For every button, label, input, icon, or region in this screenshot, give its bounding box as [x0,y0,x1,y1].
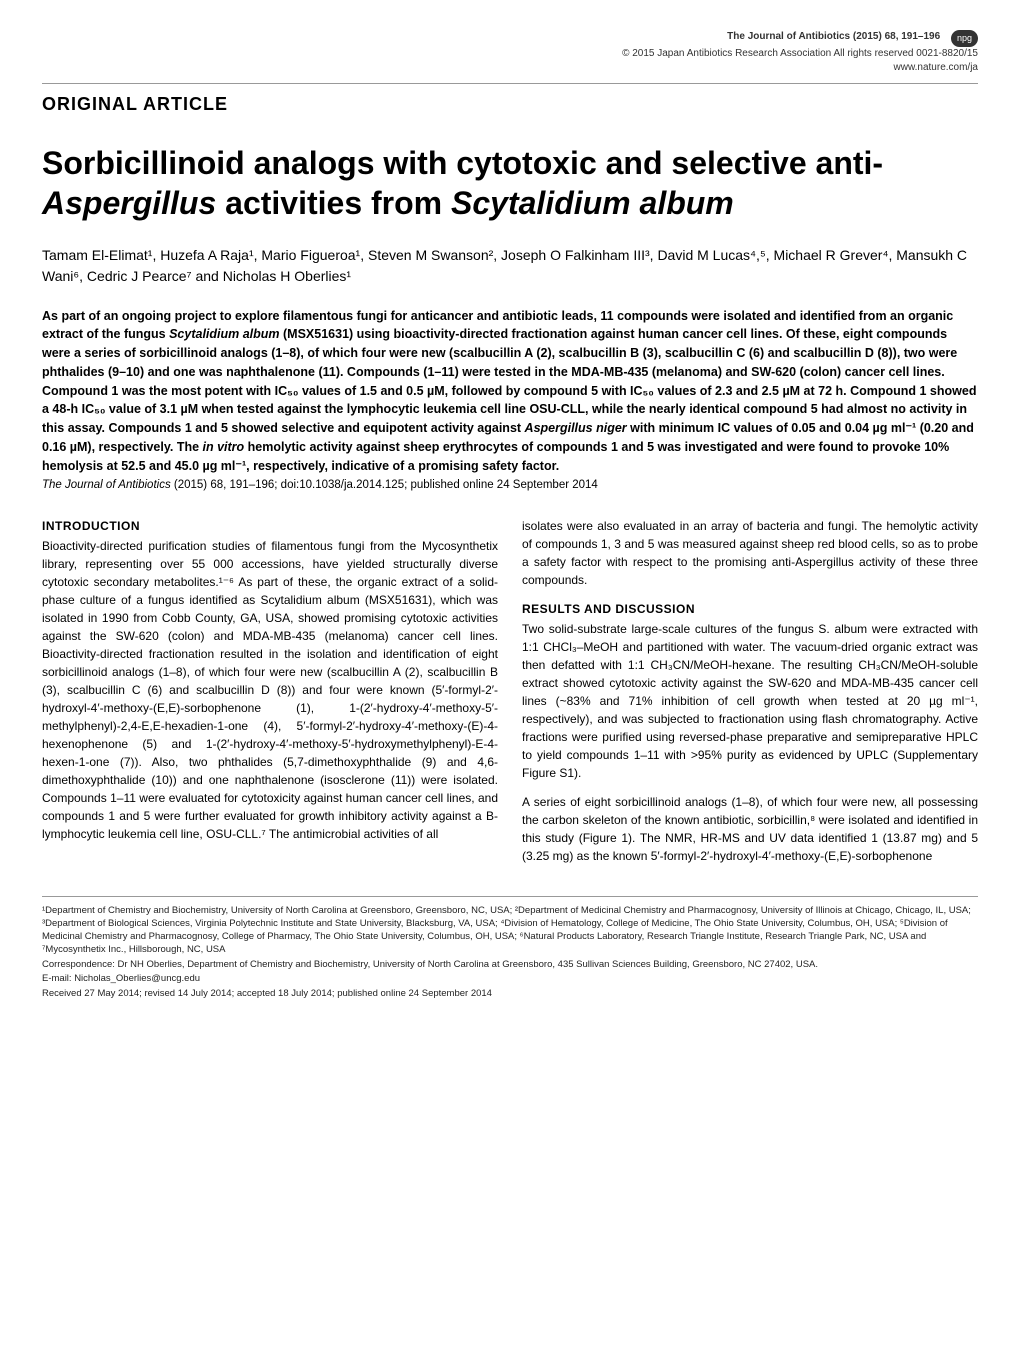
page-header: The Journal of Antibiotics (2015) 68, 19… [42,30,978,84]
abstract: As part of an ongoing project to explore… [42,307,978,476]
author-list: Tamam El-Elimat¹, Huzefa A Raja¹, Mario … [42,245,978,287]
citation-journal: The Journal of Antibiotics [42,479,171,491]
affiliations-text: ¹Department of Chemistry and Biochemistr… [42,905,978,956]
results-paragraph-2: A series of eight sorbicillinoid analogs… [522,793,978,865]
correspondence-line: Correspondence: Dr NH Oberlies, Departme… [42,959,978,972]
abstract-b: Scytalidium album [169,327,279,341]
citation-rest: (2015) 68, 191–196; doi:10.1038/ja.2014.… [171,479,598,491]
left-column: INTRODUCTION Bioactivity-directed purifi… [42,517,498,876]
article-type: ORIGINAL ARTICLE [42,94,978,115]
right-column: isolates were also evaluated in an array… [522,517,978,876]
journal-line: The Journal of Antibiotics (2015) 68, 19… [727,31,940,42]
received-line: Received 27 May 2014; revised 14 July 20… [42,988,978,1001]
npg-badge-icon: npg [951,30,978,47]
title-part-d: Scytalidium album [451,185,734,221]
col2-continuation: isolates were also evaluated in an array… [522,517,978,589]
body-columns: INTRODUCTION Bioactivity-directed purifi… [42,517,978,876]
title-part-b: Aspergillus [42,185,216,221]
abstract-c: (MSX51631) using bioactivity-directed fr… [42,327,976,435]
introduction-paragraph: Bioactivity-directed purification studie… [42,537,498,843]
results-paragraph-1: Two solid-substrate large-scale cultures… [522,620,978,782]
title-part-c: activities from [216,185,451,221]
copyright-line: © 2015 Japan Antibiotics Research Associ… [622,47,978,61]
affiliations-block: ¹Department of Chemistry and Biochemistr… [42,896,978,1001]
title-part-a: Sorbicillinoid analogs with cytotoxic an… [42,145,883,181]
abstract-d: Aspergillus niger [525,421,627,435]
citation-line: The Journal of Antibiotics (2015) 68, 19… [42,479,978,491]
results-heading: RESULTS AND DISCUSSION [522,600,978,618]
header-right: The Journal of Antibiotics (2015) 68, 19… [622,30,978,75]
introduction-heading: INTRODUCTION [42,517,498,535]
article-title: Sorbicillinoid analogs with cytotoxic an… [42,143,978,223]
abstract-f: in vitro [203,440,245,454]
email-line: E-mail: Nicholas_Oberlies@uncg.edu [42,973,978,986]
journal-url: www.nature.com/ja [622,61,978,75]
